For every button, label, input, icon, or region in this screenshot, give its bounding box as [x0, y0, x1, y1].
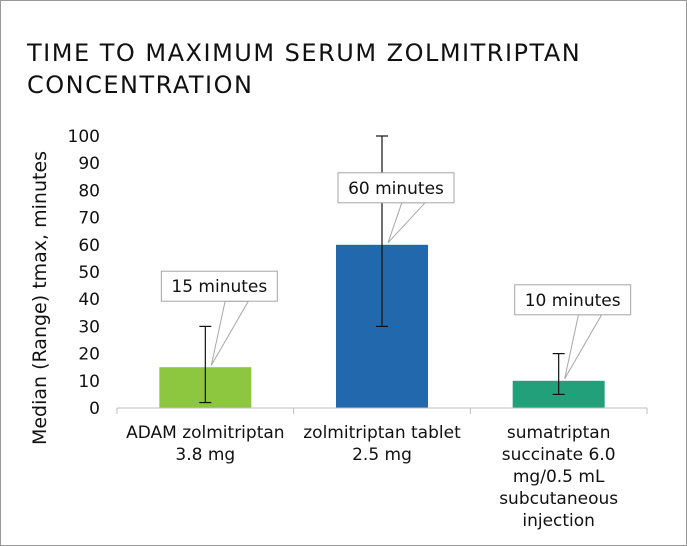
y-tick-label-0: 0 — [89, 399, 100, 419]
y-tick-label-9: 90 — [78, 154, 100, 174]
error-bars — [199, 135, 565, 404]
category-label-0-line-0: ADAM zolmitriptan — [126, 423, 284, 443]
callouts: 15 minutes 60 minutes 10 minutes — [160, 172, 632, 380]
callout-pointer-2 — [564, 314, 603, 380]
category-label-2: sumatriptan succinate 6.0 mg/0.5 mL subcuta… — [499, 423, 618, 531]
y-tick-label-5: 50 — [78, 263, 100, 283]
chart-title-line-2: CONCENTRATION — [27, 71, 254, 100]
category-label-2-line-1: succinate 6.0 — [502, 445, 616, 465]
category-label-2-line-3: subcutaneous — [499, 489, 618, 509]
callout-label-0: 15 minutes — [171, 277, 267, 297]
callout-label-1: 60 minutes — [348, 179, 444, 199]
callout-box-2 — [514, 284, 632, 316]
y-axis-label: Median (Range) tmax, minutes — [29, 151, 51, 445]
callout-box-1 — [337, 172, 455, 204]
callout-0: 15 minutes — [160, 270, 278, 366]
category-label-2-line-4: injection — [522, 511, 595, 531]
callout-1: 60 minutes — [337, 172, 455, 244]
y-tick-label-8: 80 — [78, 181, 100, 201]
y-tick-label-6: 60 — [78, 236, 100, 256]
category-label-1-line-0: zolmitriptan tablet — [303, 423, 461, 443]
callout-pointer-0 — [210, 300, 250, 366]
callout-label-2: 10 minutes — [525, 291, 621, 311]
x-axis: ADAM zolmitriptan 3.8 mg zolmitriptan tabl… — [116, 407, 648, 531]
y-tick-label-7: 70 — [78, 209, 100, 229]
chart-title-line-1: TIME TO MAXIMUM SERUM ZOLMITRIPTAN — [27, 39, 582, 68]
category-label-0-line-1: 3.8 mg — [175, 445, 235, 465]
y-tick-label-2: 20 — [78, 345, 100, 365]
y-tick-label-4: 40 — [78, 290, 100, 310]
callout-2: 10 minutes — [514, 284, 632, 380]
category-label-2-line-0: sumatriptan — [507, 423, 611, 443]
chart-title: TIME TO MAXIMUM SERUM ZOLMITRIPTAN CONCE… — [27, 37, 667, 101]
y-tick-label-1: 10 — [78, 372, 100, 392]
category-label-1-line-1: 2.5 mg — [352, 445, 412, 465]
y-tick-label-10: 100 — [68, 127, 100, 147]
y-axis: 0 10 20 30 40 50 60 70 80 90 100 — [68, 127, 100, 419]
category-label-0: ADAM zolmitriptan 3.8 mg — [126, 423, 284, 465]
category-label-2-line-2: mg/0.5 mL — [513, 467, 605, 487]
callout-box-0 — [160, 270, 278, 302]
category-label-1: zolmitriptan tablet 2.5 mg — [303, 423, 461, 465]
y-tick-label-3: 30 — [78, 317, 100, 337]
callout-pointer-1 — [387, 202, 427, 244]
